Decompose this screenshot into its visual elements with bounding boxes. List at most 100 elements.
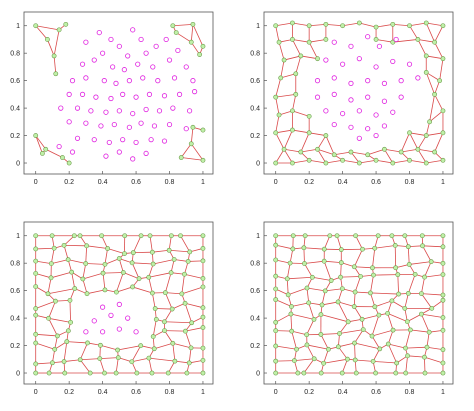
mesh-node (302, 233, 308, 239)
mesh-node (376, 312, 382, 318)
mesh-node (98, 342, 103, 348)
mesh-edge (303, 247, 305, 264)
mesh-node (200, 127, 206, 133)
mesh-edge (164, 272, 172, 293)
mesh-edge (148, 358, 153, 374)
mesh-edge (405, 346, 427, 349)
mesh-node (339, 370, 345, 376)
mesh-node (33, 331, 39, 337)
unvisited-point (74, 135, 81, 141)
mesh-edge (63, 341, 68, 362)
mesh-edge (337, 301, 349, 322)
mesh-edge (421, 277, 425, 294)
mesh-node (48, 275, 54, 281)
mesh-node (423, 53, 429, 59)
unvisited-point (331, 39, 337, 45)
mesh-node (352, 357, 358, 363)
unvisited-point (373, 132, 379, 139)
mesh-edge (190, 127, 194, 144)
mesh-node (392, 243, 398, 248)
mesh-node (373, 157, 379, 163)
mesh-node (426, 329, 432, 335)
mesh-node (298, 53, 304, 59)
mesh-node (293, 91, 299, 97)
mesh-edge (387, 343, 398, 364)
mesh-node (162, 328, 167, 334)
mesh-node (273, 297, 279, 303)
mesh-edge (323, 349, 329, 364)
mesh-edge (422, 245, 443, 248)
mesh-node (200, 157, 206, 163)
mesh-node (66, 160, 72, 166)
y-tick-label: 1 (16, 233, 20, 240)
mesh-node (372, 245, 378, 251)
unvisited-point (116, 326, 122, 332)
mesh-edge (359, 22, 377, 28)
mesh-edge (312, 276, 332, 281)
mesh-edge (350, 151, 368, 156)
mesh-node (200, 233, 206, 239)
mesh-node (129, 359, 135, 365)
mesh-node (113, 370, 119, 376)
mesh-edge (103, 272, 124, 274)
unvisited-point (116, 43, 122, 49)
mesh-node (173, 30, 179, 35)
mesh-edge (185, 327, 204, 332)
mesh-edge (175, 32, 192, 43)
mesh-edge (35, 135, 43, 154)
mesh-node (99, 233, 105, 239)
mesh-edge (100, 344, 118, 351)
mesh-node (33, 284, 39, 289)
x-tick-label: 0.6 (371, 179, 381, 186)
mesh-edge (354, 343, 356, 361)
unvisited-point (69, 78, 76, 84)
mesh-node (306, 23, 312, 29)
mesh-node (69, 269, 75, 275)
mesh-node (440, 23, 446, 29)
mesh-node (338, 247, 344, 252)
unvisited-point (116, 301, 122, 307)
y-tick-label: 0.4 (250, 106, 260, 113)
mesh-node (301, 245, 307, 251)
mesh-node (323, 37, 329, 42)
unvisited-point (83, 120, 89, 126)
mesh-edge (429, 110, 444, 123)
unvisited-point (151, 123, 158, 129)
unvisited-point (192, 89, 198, 95)
mesh-node (63, 21, 69, 27)
mesh-edge (275, 299, 292, 307)
mesh-node (153, 317, 159, 322)
mesh-node (136, 276, 142, 282)
mesh-edge (275, 313, 292, 323)
mesh-edge (300, 132, 310, 153)
mesh-node (115, 355, 121, 361)
mesh-edge (308, 302, 315, 320)
mesh-node (404, 319, 410, 324)
mesh-node (345, 356, 350, 362)
mesh-node (306, 130, 312, 136)
mesh-node (84, 291, 90, 297)
mesh-node (162, 290, 168, 296)
mesh-node (72, 286, 78, 291)
unvisited-point (121, 67, 127, 73)
mesh-node (405, 290, 411, 296)
mesh-edge (164, 308, 173, 322)
mesh-node (287, 260, 293, 266)
mesh-edge (283, 129, 293, 150)
mesh-edge (325, 288, 343, 292)
unvisited-point (365, 126, 371, 132)
mesh-edge (334, 151, 352, 156)
mesh-node (389, 233, 395, 239)
mesh-node (394, 360, 400, 366)
mesh-node (77, 357, 83, 363)
mesh-node (360, 246, 365, 252)
mesh-edge (148, 357, 175, 362)
mesh-node (45, 37, 50, 42)
mesh-node (334, 233, 340, 239)
unvisited-point (101, 78, 107, 84)
mesh-node (49, 233, 55, 239)
mesh-node (304, 342, 310, 348)
unvisited-point (331, 75, 337, 81)
mesh-edge (45, 148, 63, 158)
